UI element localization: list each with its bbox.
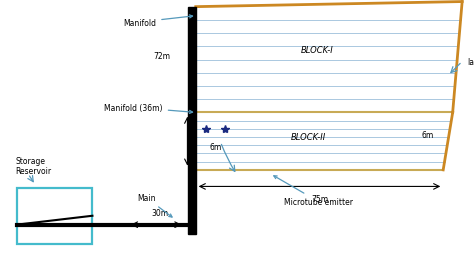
Bar (188, 8, 196, 234)
Text: 6m: 6m (210, 142, 222, 151)
Bar (17, 188, 92, 244)
Text: Storage
Reservoir: Storage Reservoir (15, 156, 51, 175)
Polygon shape (196, 3, 462, 113)
Polygon shape (196, 113, 453, 170)
Text: BLOCK-I: BLOCK-I (301, 46, 334, 55)
Text: 30m: 30m (152, 208, 169, 217)
Text: 75m: 75m (311, 194, 328, 203)
Text: 6m: 6m (422, 130, 434, 139)
Text: Main: Main (137, 194, 172, 217)
Text: Manifold (36m): Manifold (36m) (104, 104, 192, 114)
Text: 72m: 72m (154, 51, 171, 60)
Text: Microtube emitter: Microtube emitter (274, 176, 354, 207)
Text: Manifold: Manifold (123, 16, 192, 27)
Text: BLOCK-II: BLOCK-II (291, 133, 326, 142)
Text: lateral: lateral (467, 58, 474, 67)
